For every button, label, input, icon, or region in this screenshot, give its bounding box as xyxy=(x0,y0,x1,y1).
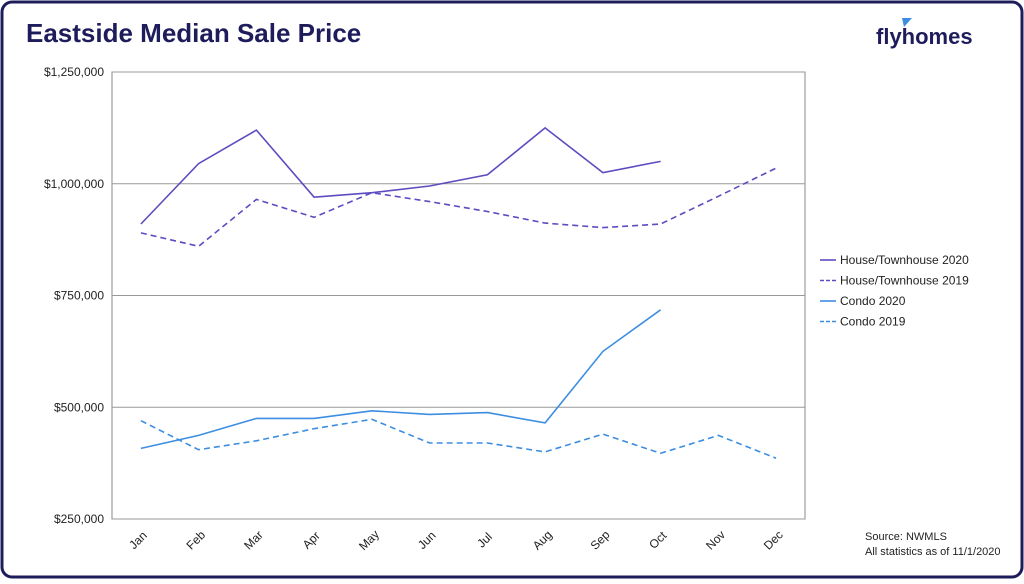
chart-title: Eastside Median Sale Price xyxy=(26,18,361,48)
series-line xyxy=(140,126,661,225)
logo-mark xyxy=(902,18,912,27)
y-tick-label: $1,250,000 xyxy=(44,65,104,79)
series-line xyxy=(140,309,662,450)
legend-label: House/Townhouse 2020 xyxy=(840,253,969,267)
source: Source: NWMLS xyxy=(865,531,947,543)
y-tick-label: $750,000 xyxy=(54,289,104,303)
series-line xyxy=(140,418,777,459)
note: All statistics as of 11/1/2020 xyxy=(865,546,1001,558)
logo: flyhomes xyxy=(876,24,973,49)
legend-label: Condo 2020 xyxy=(840,294,906,308)
legend-label: House/Townhouse 2019 xyxy=(840,274,969,288)
series-line xyxy=(140,167,777,248)
legend-label: Condo 2019 xyxy=(840,315,906,329)
y-tick-label: $1,000,000 xyxy=(44,177,104,191)
y-tick-label: $250,000 xyxy=(54,512,104,526)
y-tick-label: $500,000 xyxy=(54,400,104,414)
